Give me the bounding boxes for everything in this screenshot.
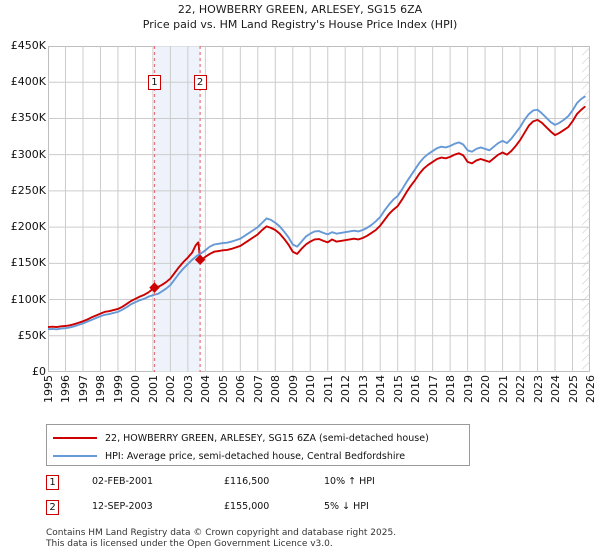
price-history-chart xyxy=(48,46,590,372)
x-axis-tick: 1995 xyxy=(42,375,55,403)
page-title: 22, HOWBERRY GREEN, ARLESEY, SG15 6ZA xyxy=(177,3,423,16)
x-axis-tick: 2024 xyxy=(549,375,563,403)
transaction-price: £116,500 xyxy=(224,476,270,487)
x-axis-tick: 2012 xyxy=(339,375,353,403)
x-axis-tick: 2013 xyxy=(356,375,370,403)
x-axis-tick: 2001 xyxy=(146,375,160,403)
legend-item: HPI: Average price, semi-detached house,… xyxy=(53,447,405,465)
footer-line-2: This data is licensed under the Open Gov… xyxy=(46,539,333,549)
page-subtitle: Price paid vs. HM Land Registry's House … xyxy=(142,18,458,31)
legend-item: 22, HOWBERRY GREEN, ARLESEY, SG15 6ZA (s… xyxy=(53,429,429,447)
x-axis-tick: 2021 xyxy=(496,375,510,403)
x-axis-tick: 2025 xyxy=(566,375,580,403)
chart-canvas xyxy=(48,46,590,372)
x-axis-tick: 2011 xyxy=(321,375,335,403)
legend-label: 22, HOWBERRY GREEN, ARLESEY, SG15 6ZA (s… xyxy=(105,432,429,444)
x-axis-tick: 2004 xyxy=(199,375,213,403)
y-axis-tick: £50K xyxy=(17,328,46,342)
x-axis-tick: 1999 xyxy=(111,375,125,403)
transaction-row[interactable]: 1 02-FEB-2001 £116,500 10% ↑ HPI xyxy=(46,474,466,492)
y-axis-tick: £400K xyxy=(10,75,46,89)
x-axis-tick: 2003 xyxy=(181,375,195,403)
x-axis-tick: 2015 xyxy=(391,375,405,403)
legend-color-swatch xyxy=(53,455,97,457)
x-axis-tick: 2026 xyxy=(584,375,597,403)
chart-legend: 22, HOWBERRY GREEN, ARLESEY, SG15 6ZA (s… xyxy=(46,424,470,466)
legend-color-swatch xyxy=(53,437,97,439)
x-axis-tick: 2007 xyxy=(251,375,265,403)
x-axis-tick: 2006 xyxy=(234,375,248,403)
x-axis-tick: 2018 xyxy=(444,375,458,403)
x-axis-tick: 2010 xyxy=(304,375,318,403)
x-axis-tick: 2022 xyxy=(514,375,528,403)
footer-attribution: Contains HM Land Registry data © Crown c… xyxy=(46,528,586,550)
transaction-hpi-delta: 5% ↓ HPI xyxy=(324,501,369,512)
chart-title-block: 22, HOWBERRY GREEN, ARLESEY, SG15 6ZA Pr… xyxy=(0,2,600,32)
y-axis-tick: £350K xyxy=(10,111,46,125)
legend-label: HPI: Average price, semi-detached house,… xyxy=(105,450,406,462)
x-axis-tick: 2009 xyxy=(286,375,300,403)
x-axis-tick: 2005 xyxy=(216,375,230,403)
y-axis-tick: £200K xyxy=(10,220,46,234)
chart-marker-badge: 1 xyxy=(147,75,161,90)
x-axis-tick: 1996 xyxy=(59,375,73,403)
x-axis-tick: 1997 xyxy=(76,375,90,403)
x-axis-tick: 1998 xyxy=(94,375,108,403)
x-axis-tick: 2016 xyxy=(409,375,423,403)
x-axis-tick: 2014 xyxy=(374,375,388,403)
transaction-index-badge: 1 xyxy=(46,475,59,490)
chart-marker-badge: 2 xyxy=(193,75,207,90)
x-axis-tick: 2020 xyxy=(479,375,493,403)
transaction-index-badge: 2 xyxy=(46,500,59,515)
x-axis-tick: 2008 xyxy=(269,375,283,403)
x-axis-tick: 2002 xyxy=(164,375,178,403)
x-axis-tick: 2000 xyxy=(129,375,143,403)
x-axis-tick: 2017 xyxy=(426,375,440,403)
y-axis-tick: £450K xyxy=(10,39,46,52)
y-axis-tick: £100K xyxy=(10,292,46,306)
transaction-row[interactable]: 2 12-SEP-2003 £155,000 5% ↓ HPI xyxy=(46,499,466,517)
x-axis-tick: 2019 xyxy=(461,375,475,403)
footer-line-1: Contains HM Land Registry data © Crown c… xyxy=(46,528,397,538)
y-axis-tick: £0 xyxy=(32,365,46,378)
transaction-hpi-delta: 10% ↑ HPI xyxy=(324,476,375,487)
transaction-price: £155,000 xyxy=(224,501,270,512)
y-axis-tick: £300K xyxy=(10,147,46,161)
y-axis-tick: £150K xyxy=(10,256,46,270)
transaction-date: 02-FEB-2001 xyxy=(92,476,154,487)
chart-plot-area xyxy=(48,46,590,372)
transaction-date: 12-SEP-2003 xyxy=(92,501,153,512)
y-axis-tick: £250K xyxy=(10,183,46,197)
x-axis-tick: 2023 xyxy=(531,375,545,403)
